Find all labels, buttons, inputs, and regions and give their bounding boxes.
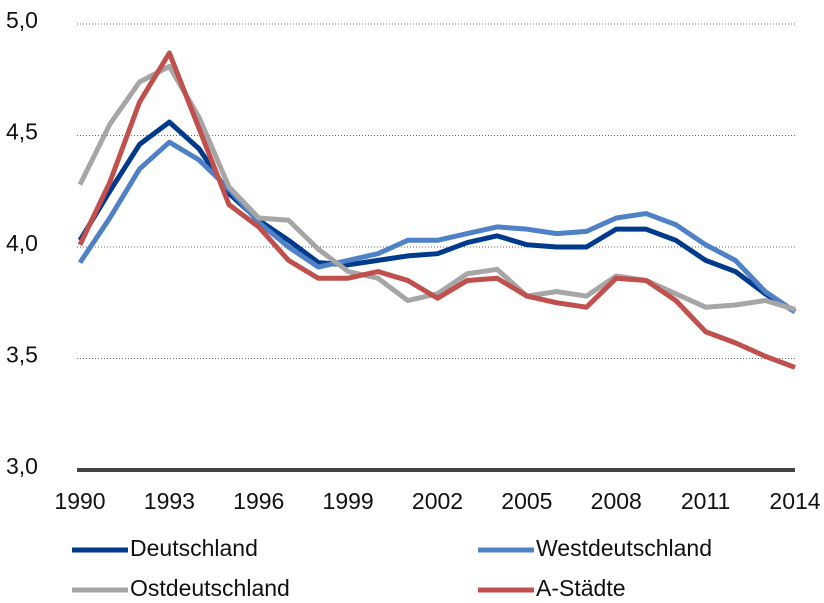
x-tick-label: 2002 (412, 488, 463, 514)
series-line (77, 63, 796, 312)
y-tick-label: 4,5 (6, 119, 38, 145)
y-tick-label: 5,0 (6, 7, 38, 33)
series-line (77, 119, 797, 314)
legend-label: Westdeutschland (536, 535, 712, 561)
series-line (77, 139, 797, 314)
y-tick-label: 3,5 (6, 342, 38, 368)
x-tick-label: 1999 (323, 488, 374, 514)
x-tick-label: 2005 (501, 488, 552, 514)
x-tick-label: 2008 (591, 488, 642, 514)
x-tick-label: 2014 (769, 488, 820, 514)
y-tick-label: 4,0 (6, 230, 38, 256)
x-tick-label: 2011 (681, 488, 730, 514)
x-tick-label: 1990 (54, 488, 105, 514)
series-line (77, 50, 796, 370)
x-tick-label: 1996 (233, 488, 284, 514)
x-tick-label: 1993 (144, 488, 195, 514)
legend-label: A-Städte (536, 575, 626, 601)
y-tick-label: 3,0 (6, 453, 38, 479)
legend-label: Deutschland (130, 535, 258, 561)
legend-label: Ostdeutschland (130, 575, 290, 601)
